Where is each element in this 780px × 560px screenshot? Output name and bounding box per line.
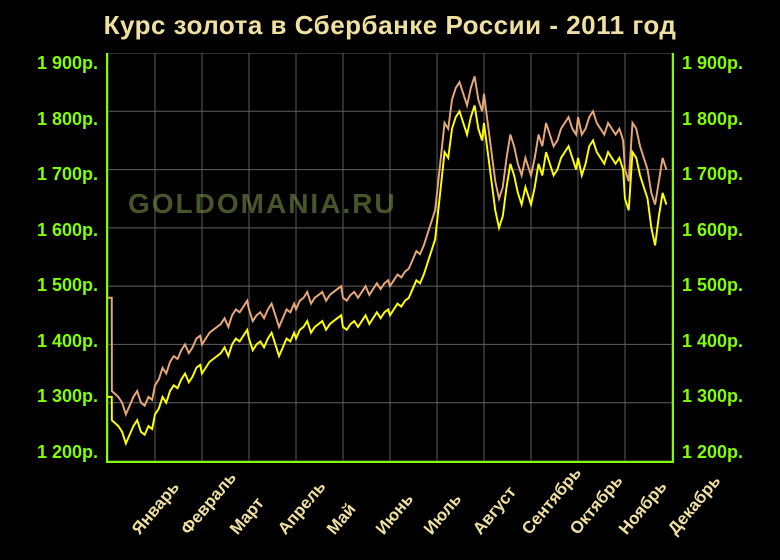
y-tick-label: 1 500р. — [8, 275, 98, 296]
watermark: GOLDOMANIA.RU — [128, 188, 397, 220]
x-tick-label: Апрель — [274, 477, 330, 539]
x-tick-label: Июнь — [372, 490, 418, 539]
plot-svg — [108, 53, 672, 461]
y-axis-right: 1 900р. 1 800р. 1 700р. 1 600р. 1 500р. 1 400… — [682, 53, 772, 463]
x-tick-label: Декабрь — [664, 472, 725, 539]
x-tick-label: Июль — [420, 490, 466, 539]
y-tick-label: 1 600р. — [8, 220, 98, 241]
y-tick-label: 1 400р. — [682, 331, 772, 352]
y-tick-label: 1 900р. — [8, 53, 98, 74]
y-tick-label: 1 600р. — [682, 220, 772, 241]
y-tick-label: 1 800р. — [682, 109, 772, 130]
chart-wrap: 1 900р. 1 800р. 1 700р. 1 600р. 1 500р. 1 400… — [8, 53, 772, 543]
x-tick-label: Август — [469, 483, 521, 539]
y-tick-label: 1 500р. — [682, 275, 772, 296]
y-tick-label: 1 700р. — [682, 164, 772, 185]
x-tick-label: Май — [323, 500, 360, 539]
y-tick-label: 1 400р. — [8, 331, 98, 352]
plot-area: GOLDOMANIA.RU — [106, 53, 674, 463]
y-tick-label: 1 200р. — [682, 442, 772, 463]
chart-title: Курс золота в Сбербанке России - 2011 го… — [8, 10, 772, 41]
x-axis: ЯнварьФевральМартАпрельМайИюньИюльАвгуст… — [106, 468, 674, 548]
y-tick-label: 1 200р. — [8, 442, 98, 463]
y-tick-label: 1 300р. — [8, 386, 98, 407]
y-axis-left: 1 900р. 1 800р. 1 700р. 1 600р. 1 500р. 1 400… — [8, 53, 98, 463]
x-tick-label: Январь — [128, 478, 184, 539]
y-tick-label: 1 800р. — [8, 109, 98, 130]
chart-container: Курс золота в Сбербанке России - 2011 го… — [0, 0, 780, 560]
y-tick-label: 1 300р. — [682, 386, 772, 407]
x-tick-label: Март — [226, 494, 269, 539]
y-tick-label: 1 900р. — [682, 53, 772, 74]
y-tick-label: 1 700р. — [8, 164, 98, 185]
